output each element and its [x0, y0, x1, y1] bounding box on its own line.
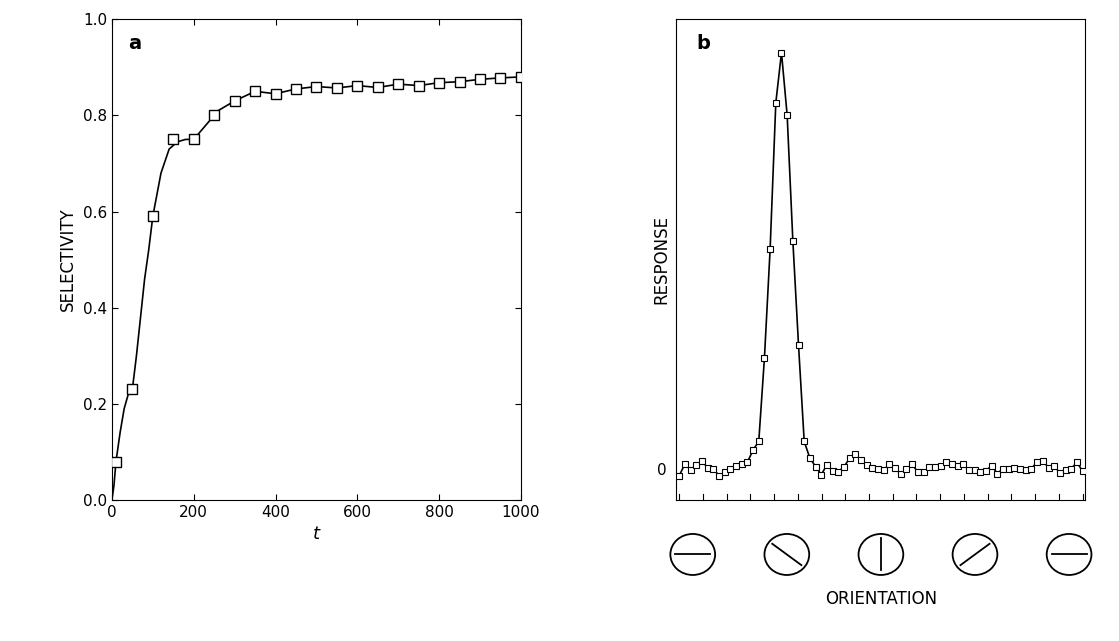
Text: b: b	[697, 33, 711, 53]
Y-axis label: SELECTIVITY: SELECTIVITY	[59, 208, 77, 312]
X-axis label: t: t	[313, 526, 320, 544]
Text: ORIENTATION: ORIENTATION	[825, 590, 937, 608]
Text: a: a	[129, 33, 141, 53]
Y-axis label: RESPONSE: RESPONSE	[652, 215, 670, 304]
Text: 0: 0	[657, 463, 666, 478]
